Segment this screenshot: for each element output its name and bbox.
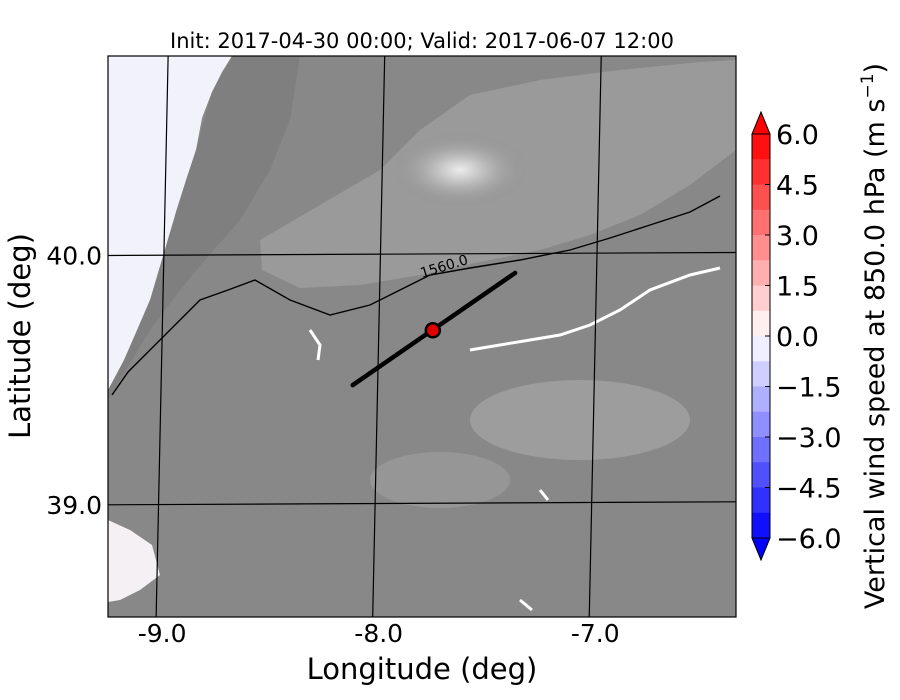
location-marker: [424, 322, 442, 339]
colorbar-segment: [752, 159, 770, 185]
colorbar-tick-label: 0.0: [776, 322, 819, 353]
colorbar-tick-labels: 6.0 4.5 3.0 1.5 0.0 −1.5 −3.0 −4.5 −6.0: [765, 120, 842, 555]
colorbar-tick-label: −3.0: [776, 423, 842, 454]
coastal-fringe: [108, 520, 160, 602]
southern-plateau: [470, 380, 690, 460]
colorbar-tick-label: 6.0: [776, 120, 819, 151]
map-area: [108, 56, 736, 617]
x-tick-labels: -9.0 -8.0 -7.0: [138, 619, 620, 648]
colorbar-tick-label: −4.5: [776, 474, 842, 505]
colorbar-segment: [752, 235, 770, 261]
colorbar-extend-max: [751, 110, 771, 135]
x-tick-label: -9.0: [138, 619, 187, 648]
contour-line: [111, 195, 721, 396]
colorbar-tick-label: 1.5: [776, 272, 819, 303]
colorbar-segment: [752, 512, 770, 539]
colorbar-extend-min: [751, 537, 771, 562]
colorbar-segment: [752, 336, 770, 362]
gridline-lon: [372, 56, 386, 617]
colorbar-segment: [752, 437, 770, 463]
colorbar-tick-label: −6.0: [776, 524, 842, 555]
colorbar-segment: [752, 386, 770, 413]
colorbar-segment: [752, 209, 770, 236]
colorbar-segment: [752, 134, 770, 160]
colorbar-tick-label: −1.5: [776, 373, 842, 404]
gridline-lon: [588, 56, 602, 617]
peak-highlight: [390, 132, 530, 208]
gridline-lat: [108, 251, 736, 257]
river-secondary: [308, 329, 550, 612]
x-tick-label: -8.0: [354, 619, 403, 648]
x-axis-label: Longitude (deg): [307, 652, 538, 686]
colorbar-segment: [752, 361, 770, 387]
gridlines: [108, 56, 736, 617]
x-tick-label: -7.0: [571, 619, 620, 648]
coastal-lowland: [108, 56, 300, 400]
y-axis-label: Latitude (deg): [3, 233, 37, 439]
colorbar-tick-label: 4.5: [776, 171, 819, 202]
colorbar-segment: [752, 285, 770, 312]
ocean-area: [108, 56, 232, 390]
y-tick-labels: 40.0 39.0: [46, 241, 102, 519]
colorbar-segment: [752, 310, 770, 337]
y-tick-label: 39.0: [46, 491, 102, 520]
axes-frame: [107, 55, 737, 618]
y-tick-label: 40.0: [46, 241, 102, 270]
colorbar-tick-label: 3.0: [776, 221, 819, 252]
chart-title: Init: 2017-04-30 00:00; Valid: 2017-06-0…: [170, 29, 674, 53]
river-tagus: [469, 266, 721, 352]
colorbar-segment: [752, 462, 770, 488]
colorbar-label-close: ): [860, 63, 891, 74]
colorbar-segment: [752, 184, 770, 211]
colorbar-label-text: Vertical wind speed at 850.0 hPa (m s: [860, 99, 891, 610]
gridline-lon: [155, 56, 169, 617]
colorbar-segment: [752, 411, 770, 438]
colorbar-label: Vertical wind speed at 850.0 hPa (m s−1): [858, 63, 891, 609]
southern-hills: [370, 452, 510, 508]
colorbar-segment: [752, 260, 770, 286]
colorbar: [751, 110, 771, 562]
gridline-lat: [108, 501, 736, 506]
colorbar-segment: [752, 487, 770, 514]
colorbar-label-exponent: −1: [858, 73, 878, 98]
